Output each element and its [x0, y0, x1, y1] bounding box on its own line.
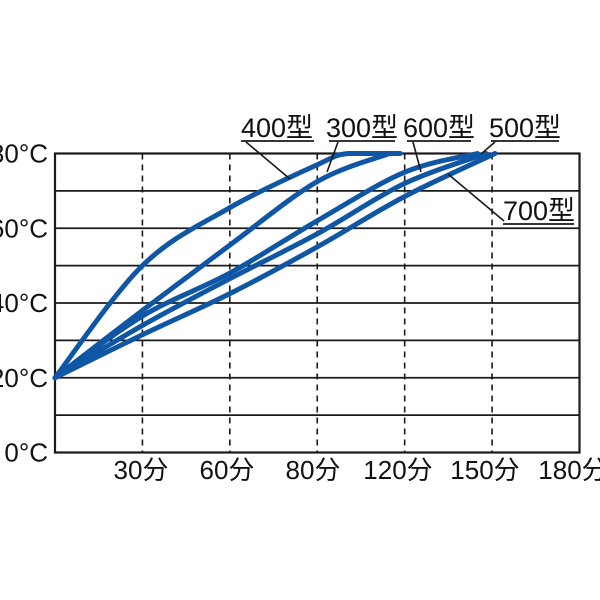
y-tick-label-20c: 20°C [0, 363, 48, 393]
series-label-model-300: 300型 [326, 113, 398, 143]
curve-model-500 [52, 151, 489, 381]
series-label-model-400: 400型 [241, 113, 313, 143]
y-tick-label-60c: 60°C [0, 213, 48, 243]
x-tick-label-150min: 150分 [450, 455, 519, 485]
series-label-model-500: 500型 [489, 113, 561, 143]
y-tick-label-80c: 80°C [0, 139, 48, 169]
leader-line-model-400 [245, 141, 291, 180]
series-label-model-700: 700型 [503, 196, 575, 226]
x-tick-label-80min: 80分 [286, 455, 341, 485]
y-tick-label-0c: 0°C [4, 438, 48, 468]
leader-line-model-300 [326, 141, 339, 173]
x-tick-label-30min: 30分 [114, 455, 169, 485]
x-tick-label-180min: 180分 [538, 455, 600, 485]
y-tick-label-40c: 40°C [0, 288, 48, 318]
series-label-model-600: 600型 [403, 113, 475, 143]
leader-line-model-600 [412, 141, 422, 173]
plot-border [53, 152, 581, 454]
curve-model-600 [52, 151, 481, 381]
x-tick-label-60min: 60分 [200, 455, 255, 485]
leader-line-model-700 [447, 173, 505, 222]
curve-model-700 [52, 151, 498, 381]
curve-model-400 [52, 151, 403, 381]
leader-line-model-500 [480, 141, 496, 155]
x-tick-label-120min: 120分 [363, 455, 432, 485]
